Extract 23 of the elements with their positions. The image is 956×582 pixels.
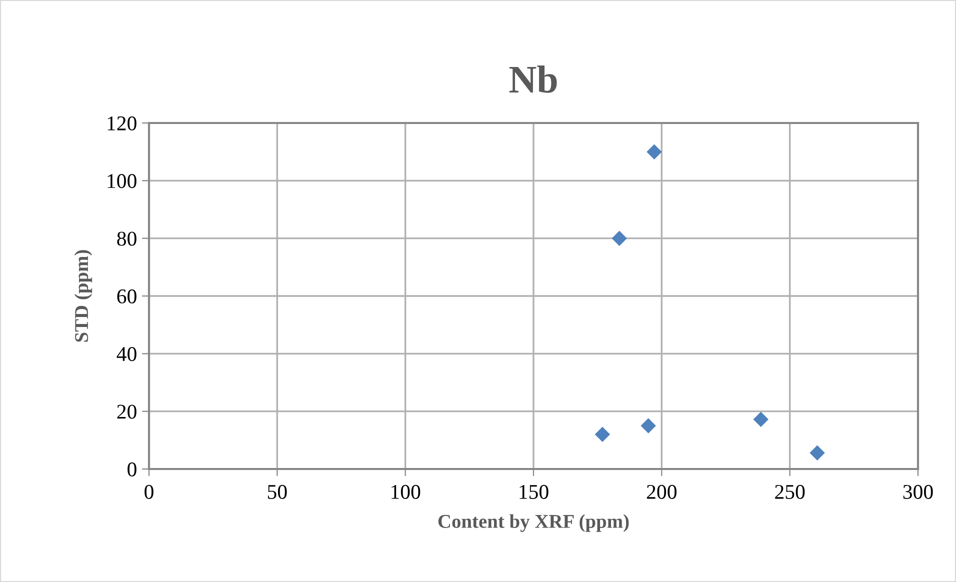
y-axis-title: STD (ppm) — [74, 250, 92, 342]
y-tick-label: 40 — [116, 347, 136, 362]
x-tick-label: 200 — [646, 484, 676, 499]
x-axis-title: Content by XRF (ppm) — [438, 514, 629, 532]
point — [810, 445, 825, 460]
y-tick-label: 20 — [117, 404, 136, 419]
y-tick-label: 80 — [117, 232, 136, 246]
point — [640, 418, 656, 434]
x-tick-label: 150 — [520, 484, 548, 499]
x-tick-label: 0 — [144, 484, 154, 499]
y-tick-label: 120 — [108, 116, 136, 130]
y-tick-label: 0 — [128, 462, 136, 476]
point — [646, 144, 662, 160]
x-tick-label: 300 — [903, 484, 933, 499]
y-tick-label: 60 — [117, 289, 136, 304]
chart-title: Nb — [509, 65, 557, 93]
point — [594, 426, 610, 442]
y-tick-label: 100 — [108, 174, 136, 188]
x-tick-label: 100 — [392, 484, 420, 499]
x-tick-label: 50 — [268, 484, 287, 499]
x-tick-label: 250 — [775, 484, 805, 499]
point — [753, 412, 768, 428]
point — [612, 230, 627, 246]
